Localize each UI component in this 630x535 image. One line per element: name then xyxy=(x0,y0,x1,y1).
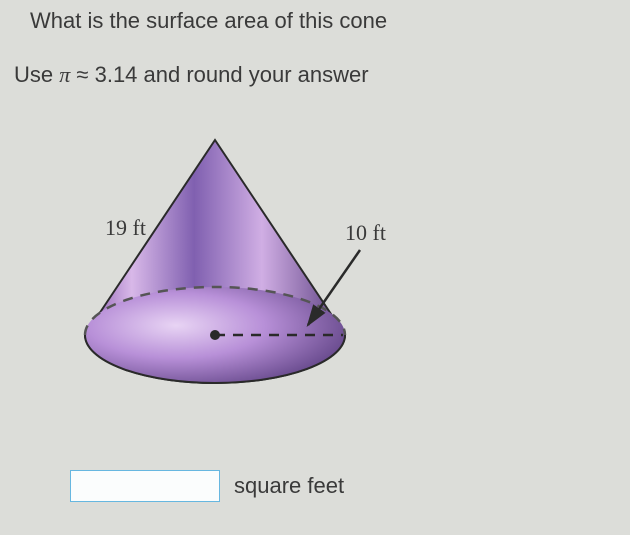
question-line-1: What is the surface area of this cone xyxy=(30,8,387,34)
answer-unit: square feet xyxy=(234,473,344,499)
pi-symbol: π xyxy=(59,62,70,87)
pi-value: 3.14 xyxy=(95,62,138,87)
radius-pointer xyxy=(308,250,360,325)
slant-label: 19 ft xyxy=(105,215,146,240)
question-line-2: Use π ≈ 3.14 and round your answer xyxy=(14,62,369,88)
answer-input[interactable] xyxy=(70,470,220,502)
radius-label: 10 ft xyxy=(345,220,386,245)
approx-symbol: ≈ xyxy=(70,62,94,87)
q2-suffix: and round your answer xyxy=(137,62,368,87)
q2-prefix: Use xyxy=(14,62,59,87)
answer-row: square feet xyxy=(70,470,344,502)
center-dot xyxy=(210,330,220,340)
cone-diagram: 19 ft 10 ft xyxy=(50,120,410,440)
